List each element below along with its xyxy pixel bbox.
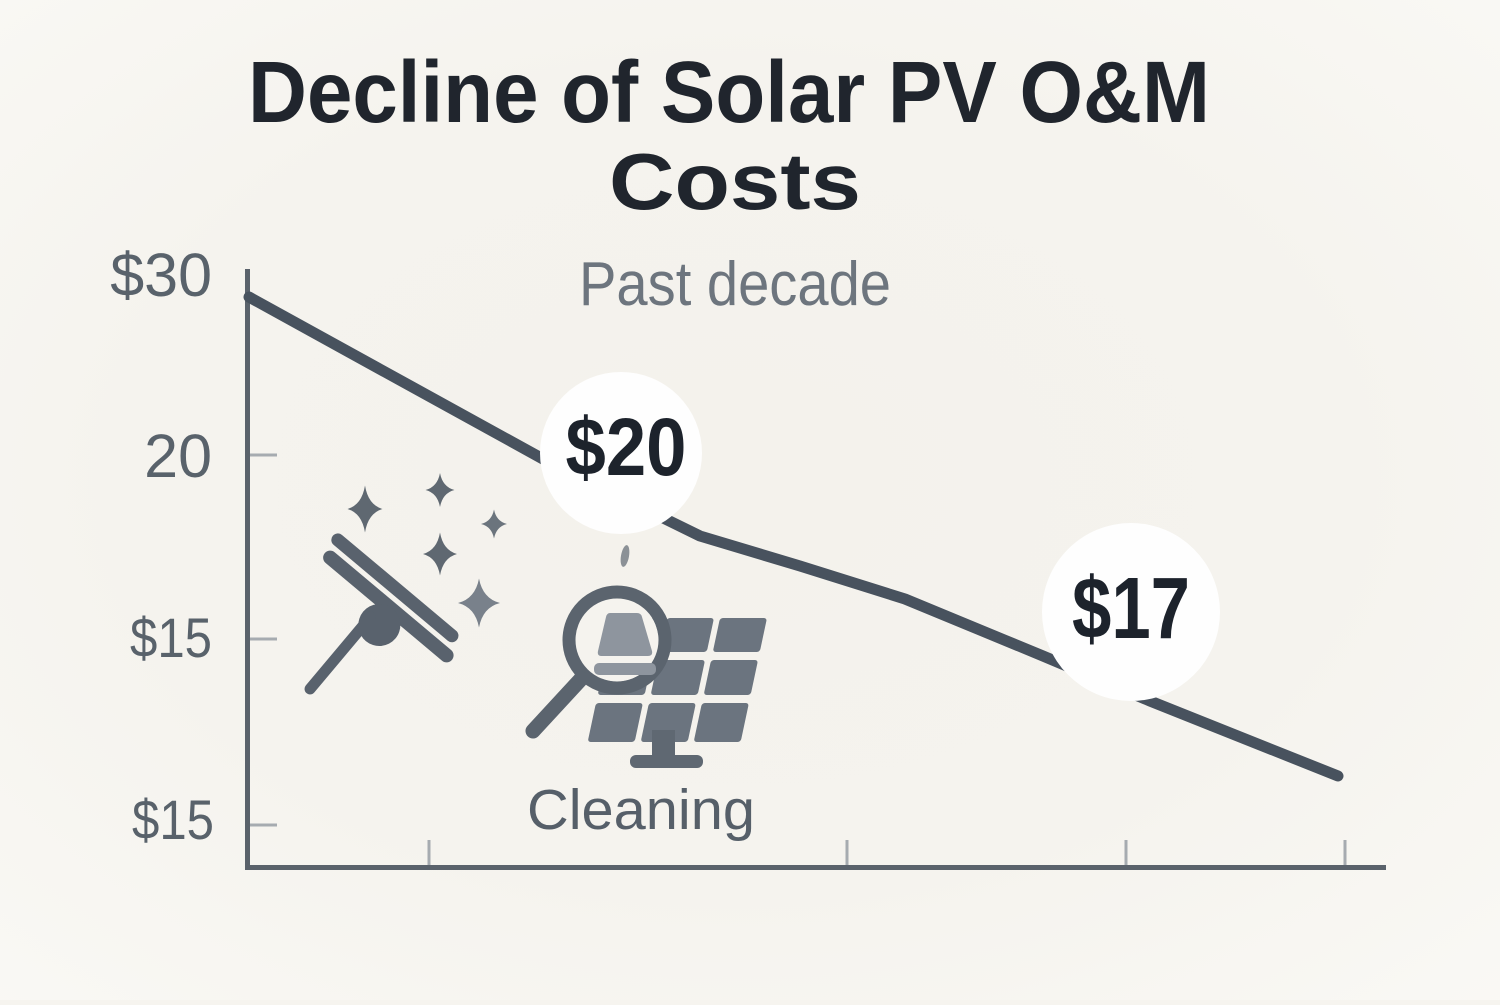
svg-text:Cleaning: Cleaning (527, 778, 755, 842)
svg-text:$15: $15 (132, 788, 214, 851)
svg-text:$17: $17 (1072, 560, 1190, 657)
svg-text:Costs: Costs (609, 137, 861, 226)
svg-text:20: 20 (144, 422, 212, 490)
svg-text:$30: $30 (110, 241, 212, 309)
svg-text:$15: $15 (130, 606, 212, 669)
svg-text:$20: $20 (566, 402, 687, 493)
svg-text:Decline of Solar PV O&M: Decline of Solar PV O&M (248, 44, 1210, 141)
svg-text:Past decade: Past decade (579, 250, 891, 319)
